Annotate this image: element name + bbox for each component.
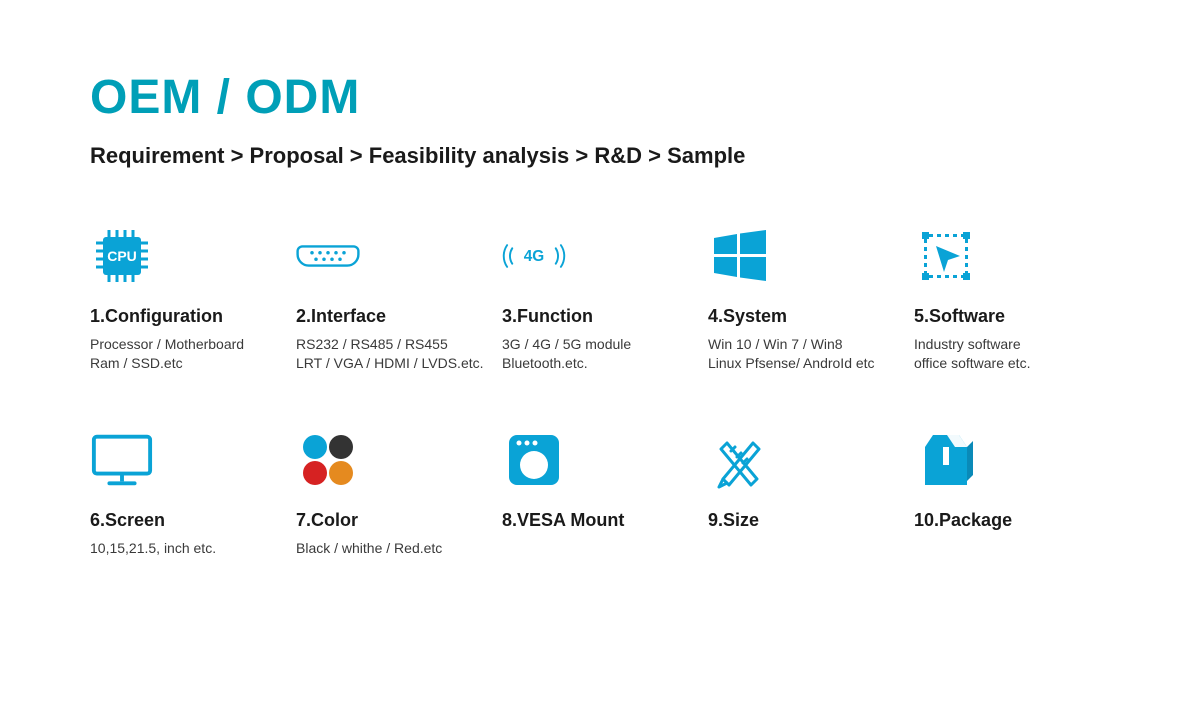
item-title: 5.Software [914,306,1110,327]
item-desc: Win 10 / Win 7 / Win8 Linux Pfsense/ And… [708,335,904,373]
item-title: 6.Screen [90,510,286,531]
color-icon [296,428,360,492]
item-desc: RS232 / RS485 / RS455 LRT / VGA / HDMI /… [296,335,492,373]
port-icon [296,224,360,288]
item-title: 1.Configuration [90,306,286,327]
item-desc: Industry software office software etc. [914,335,1110,373]
item-title: 9.Size [708,510,904,531]
item-desc: Processor / Motherboard Ram / SSD.etc [90,335,286,373]
vesa-icon [502,428,566,492]
page-title: OEM / ODM [90,70,1110,125]
svg-text:CPU: CPU [107,248,137,264]
feature-software: 5.Software Industry software office soft… [914,224,1110,373]
size-icon [708,428,772,492]
feature-package: 10.Package [914,428,1110,558]
feature-screen: 6.Screen 10,15,21.5, inch etc. [90,428,286,558]
item-title: 7.Color [296,510,492,531]
item-desc: 10,15,21.5, inch etc. [90,539,286,558]
item-title: 8.VESA Mount [502,510,698,531]
feature-function: 4G 3.Function 3G / 4G / 5G module Blueto… [502,224,698,373]
cpu-icon: CPU [90,224,154,288]
screen-icon [90,428,154,492]
item-title: 10.Package [914,510,1110,531]
feature-configuration: CPU 1.Configuration Processor / Motherbo… [90,224,286,373]
item-title: 4.System [708,306,904,327]
feature-vesa: 8.VESA Mount [502,428,698,558]
feature-interface: 2.Interface RS232 / RS485 / RS455 LRT / … [296,224,492,373]
item-desc: Black / whithe / Red.etc [296,539,492,558]
item-desc: 3G / 4G / 5G module Bluetooth.etc. [502,335,698,373]
package-icon [914,428,978,492]
feature-size: 9.Size [708,428,904,558]
windows-icon [708,224,772,288]
software-icon [914,224,978,288]
feature-color: 7.Color Black / whithe / Red.etc [296,428,492,558]
breadcrumb: Requirement > Proposal > Feasibility ana… [90,143,1110,169]
item-title: 3.Function [502,306,698,327]
feature-grid: CPU 1.Configuration Processor / Motherbo… [90,224,1110,558]
signal-4g-icon: 4G [502,224,566,288]
feature-system: 4.System Win 10 / Win 7 / Win8 Linux Pfs… [708,224,904,373]
item-title: 2.Interface [296,306,492,327]
svg-text:4G: 4G [524,248,545,265]
